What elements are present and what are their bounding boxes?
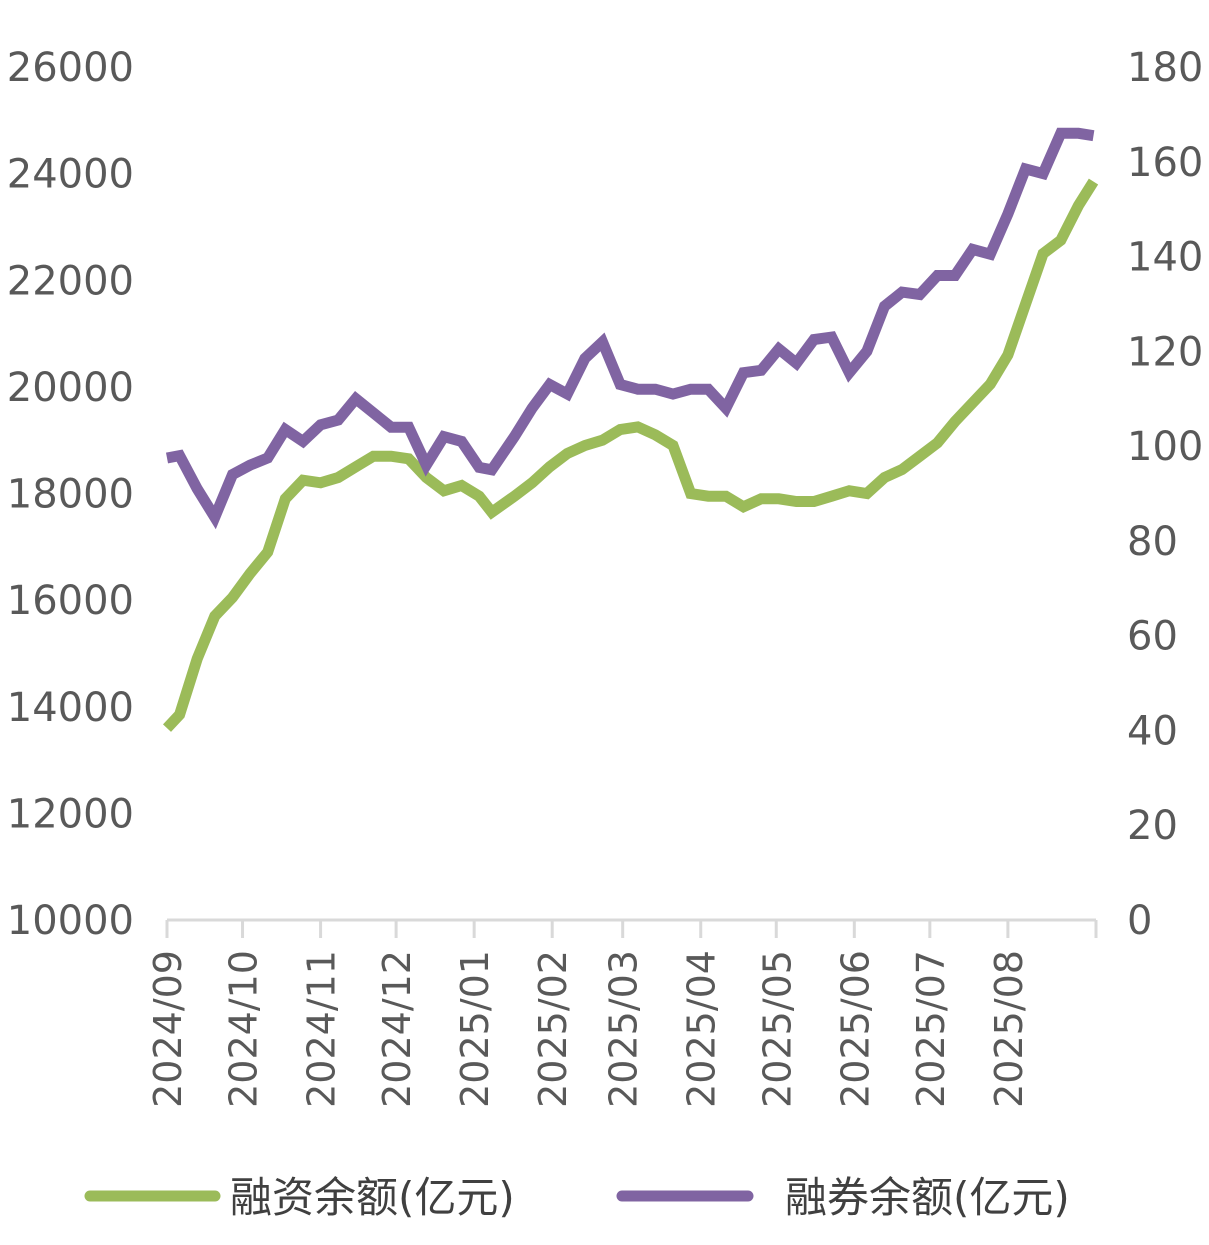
x-tick-label: 2025/06 [833,950,877,1108]
left-y-tick-label: 24000 [7,152,134,198]
left-y-tick-label: 10000 [7,898,134,944]
right-y-tick-label: 180 [1127,45,1203,91]
legend-label-securities-lending: 融券余额(亿元) [785,1173,1070,1222]
right-y-tick-label: 160 [1127,140,1203,186]
right-y-tick-label: 100 [1127,424,1203,470]
right-y-tick-label: 140 [1127,235,1203,281]
x-tick-label: 2024/09 [146,950,190,1108]
x-tick-label: 2024/10 [222,950,266,1108]
left-y-tick-label: 18000 [7,472,134,518]
left-y-tick-label: 20000 [7,365,134,411]
x-tick-label: 2025/04 [680,950,724,1108]
right-y-axis-ticks: 0 20 40 60 80 100 120 140 160 180 [1127,45,1203,944]
margin-financing-balance-line [162,178,1099,732]
left-y-axis-ticks: 10000 12000 14000 16000 18000 20000 22000 24000… [7,45,134,944]
x-tick-label: 2024/12 [375,950,419,1108]
legend: 融资余额(亿元) 融券余额(亿元) [84,1173,1070,1222]
right-y-tick-label: 120 [1127,329,1203,375]
right-y-tick-label: 80 [1127,519,1178,565]
x-tick-label: 2024/11 [300,950,344,1108]
x-tick-label: 2025/03 [602,950,646,1108]
x-tick-label: 2025/05 [755,950,799,1108]
x-tick-label: 2025/07 [909,950,953,1108]
left-y-tick-label: 12000 [7,791,134,837]
left-y-tick-label: 26000 [7,45,134,91]
right-y-tick-label: 0 [1127,898,1152,944]
x-tick-label: 2025/01 [453,950,497,1108]
left-y-tick-label: 16000 [7,578,134,624]
right-y-tick-label: 40 [1127,708,1178,754]
x-axis-ticks: 2024/09 2024/10 2024/11 2024/12 2025/01 2025/… [146,920,1098,1108]
securities-lending-balance-line [165,127,1095,530]
left-y-tick-label: 14000 [7,685,134,731]
x-tick-label: 2025/08 [987,950,1031,1108]
right-y-tick-label: 20 [1127,803,1178,849]
right-y-tick-label: 60 [1127,614,1178,660]
legend-label-margin-financing: 融资余额(亿元) [230,1173,515,1222]
series-lines [162,127,1099,732]
x-tick-label: 2025/02 [531,950,575,1108]
left-y-tick-label: 22000 [7,258,134,304]
